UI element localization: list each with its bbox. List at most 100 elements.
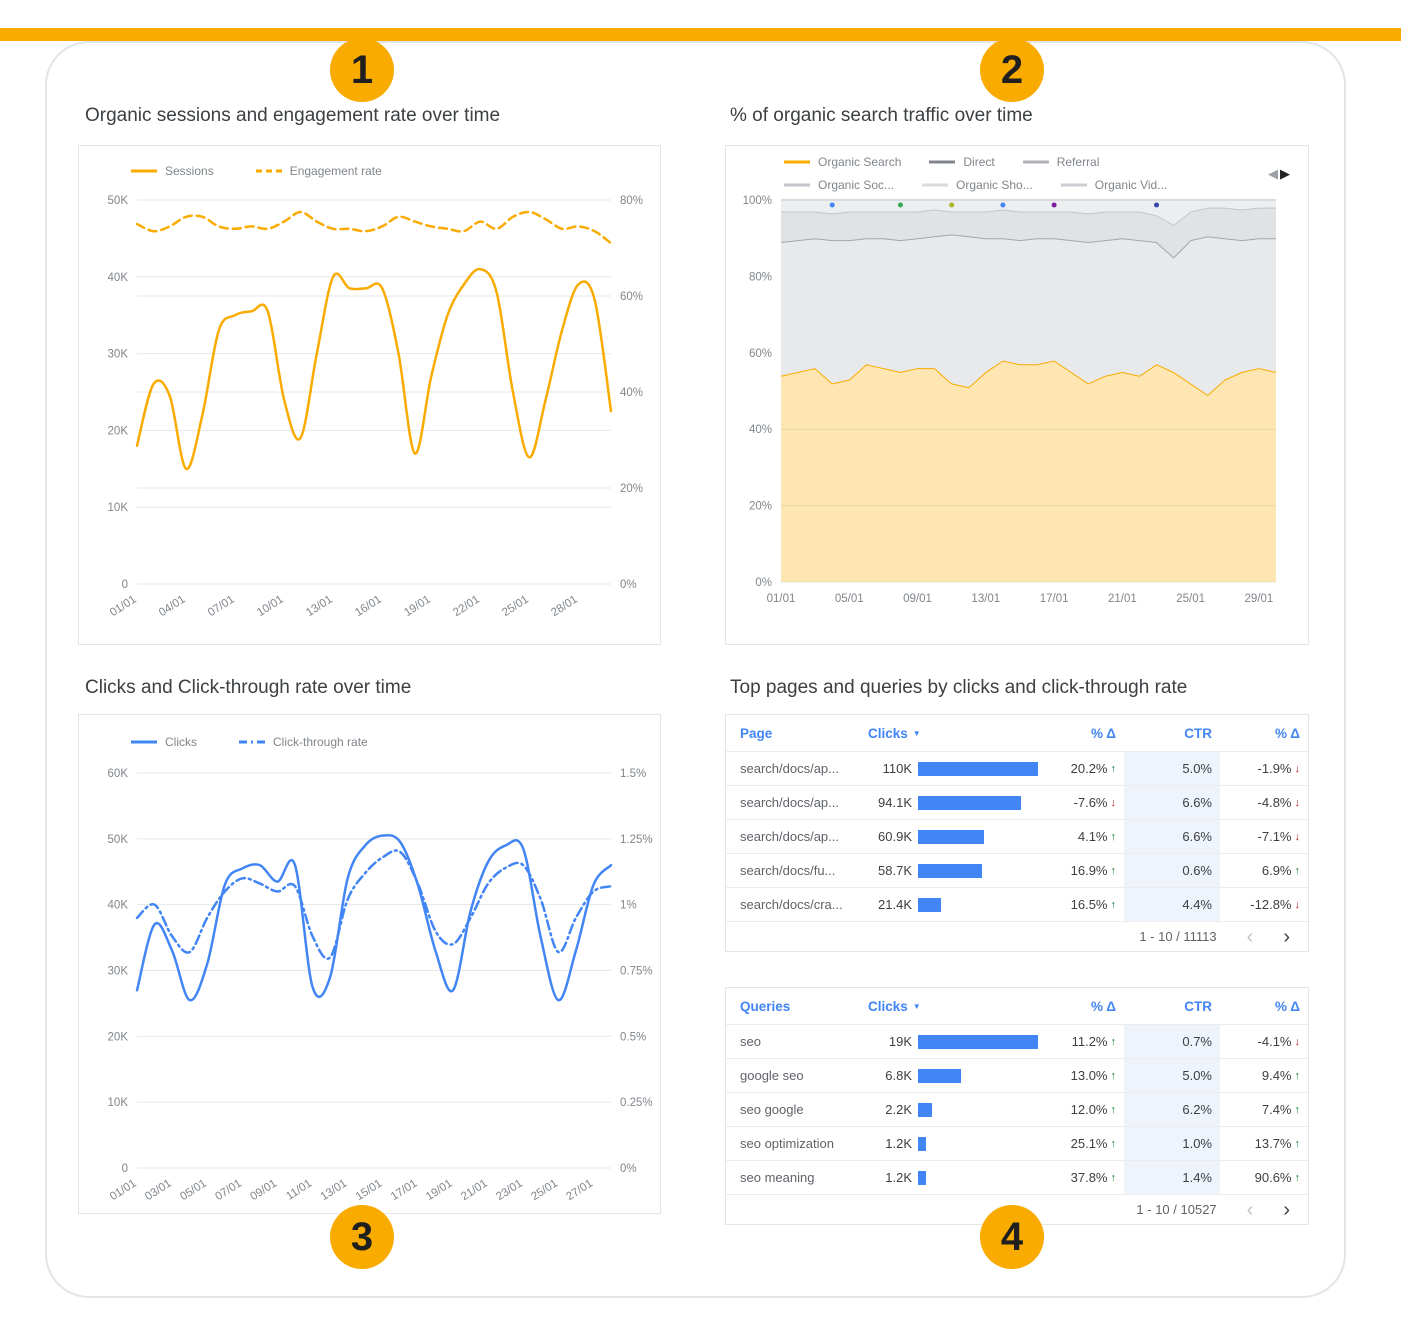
arrow-up-icon: ↑ [1110, 1103, 1117, 1116]
arrow-up-icon: ↑ [1110, 1171, 1117, 1184]
svg-text:25/01: 25/01 [1176, 593, 1205, 605]
clicks-bar-cell [916, 820, 1048, 853]
svg-text:50K: 50K [108, 834, 129, 846]
legend-item-organic-soc[interactable]: Organic Soc... [784, 178, 894, 192]
legend-item-organic-sho[interactable]: Organic Sho... [922, 178, 1033, 192]
ctr-column-header[interactable]: CTR [1184, 725, 1212, 741]
legend-label: Clicks [165, 735, 197, 749]
pagination-label: 1 - 10 / 10527 [1136, 1202, 1217, 1217]
ctr-column-header[interactable]: CTR [1184, 998, 1212, 1014]
pagination-prev-icon[interactable]: ‹ [1246, 1198, 1254, 1221]
table-row: search/docs/ap... 60.9K 4.1% ↑ 6.6% -7.1% ↓ [726, 819, 1308, 853]
legend-item-clicks[interactable]: Clicks [131, 735, 197, 749]
pagination-prev-icon[interactable]: ‹ [1246, 925, 1254, 948]
legend-next-icon[interactable]: ▶ [1280, 166, 1292, 181]
legend-item-direct[interactable]: Direct [929, 155, 995, 169]
ctr-cell: 1.0% [1124, 1127, 1220, 1160]
pagination-next-icon[interactable]: › [1283, 925, 1290, 948]
page-column-header[interactable]: Page [740, 725, 773, 741]
svg-text:10K: 10K [108, 502, 129, 514]
svg-text:13/01: 13/01 [971, 593, 1000, 605]
row-clicks-delta: 25.1% ↑ [1048, 1136, 1124, 1151]
clicks-bar [918, 1034, 1038, 1049]
pagination-next-icon[interactable]: › [1283, 1198, 1290, 1221]
legend-item-engagement-rate[interactable]: Engagement rate [255, 164, 382, 178]
clicks-column-header[interactable]: Clicks ▼ [866, 999, 1048, 1014]
traffic-chart-title: % of organic search traffic over time [730, 105, 1033, 126]
annotation-badge-4: 4 [980, 1205, 1044, 1269]
query-column-header[interactable]: Queries [740, 998, 791, 1014]
ctr-cell: 5.0% [1124, 1059, 1220, 1092]
legend-item-organic-vid[interactable]: Organic Vid... [1060, 178, 1168, 192]
clicks-delta-column-header[interactable]: % Δ [1091, 998, 1116, 1014]
traffic-legend-row-2: Organic Soc... Organic Sho... Organic Vid.… [784, 178, 1167, 192]
row-clicks-delta: 37.8% ↑ [1048, 1170, 1124, 1185]
svg-text:80%: 80% [749, 271, 772, 283]
tables-panel-title: Top pages and queries by clicks and clic… [730, 677, 1188, 698]
arrow-down-icon: ↓ [1294, 762, 1301, 775]
legend-item-referral[interactable]: Referral [1022, 155, 1099, 169]
traffic-chart[interactable]: Organic Search Direct Referral Organic Soc… [725, 145, 1309, 645]
ctr-delta-value: -7.1% [1257, 829, 1292, 844]
arrow-down-icon: ↓ [1294, 898, 1301, 911]
svg-text:27/01: 27/01 [564, 1177, 595, 1203]
ctr-delta-column-header[interactable]: % Δ [1275, 998, 1300, 1014]
clicks-bar [918, 897, 942, 912]
clicks-bar [918, 863, 982, 878]
pagination-label: 1 - 10 / 11113 [1139, 929, 1217, 944]
svg-text:13/01: 13/01 [304, 593, 335, 619]
table-row: search/docs/ap... 110K 20.2% ↑ 5.0% -1.9% ↓ [726, 751, 1308, 785]
arrow-up-icon: ↑ [1110, 1069, 1117, 1082]
engagement-rate-swatch-icon [255, 168, 282, 174]
arrow-down-icon: ↓ [1110, 796, 1117, 809]
svg-text:0: 0 [122, 1163, 128, 1175]
clicks-chart-canvas: 0 10K 20K 30K 40K 50K 60K 0% 0.25% 0.5% 0.75% 1% 1.2… [108, 768, 653, 1203]
arrow-down-icon: ↓ [1294, 1035, 1301, 1048]
arrow-up-icon: ↑ [1294, 864, 1301, 877]
ctr-cell: 6.2% [1124, 1093, 1220, 1126]
legend-item-click-through-rate[interactable]: Click-through rate [239, 735, 368, 749]
legend-label: Organic Search [818, 155, 902, 169]
row-ctr-delta: -1.9% ↓ [1220, 761, 1308, 776]
sessions-chart[interactable]: Sessions Engagement rate 0 10K 20K 30K 40K 50K… [78, 145, 661, 645]
organic-vid-swatch-icon [1060, 182, 1087, 188]
query-name-cell: seo [740, 1034, 761, 1049]
svg-text:01/01: 01/01 [767, 593, 796, 605]
row-clicks-delta: 12.0% ↑ [1048, 1102, 1124, 1117]
svg-text:21/01: 21/01 [1108, 593, 1137, 605]
clicks-column-header[interactable]: Clicks ▼ [866, 726, 1048, 741]
clicks-chart[interactable]: Clicks Click-through rate 0 10K 20K 30K 40K 50… [78, 714, 661, 1214]
clicks-bar-cell [916, 786, 1048, 819]
arrow-up-icon: ↑ [1294, 1137, 1301, 1150]
svg-text:17/01: 17/01 [1040, 593, 1069, 605]
arrow-up-icon: ↑ [1110, 898, 1117, 911]
ctr-delta-value: -4.1% [1257, 1034, 1292, 1049]
clicks-bar-cell [916, 1093, 1048, 1126]
svg-text:30K: 30K [108, 966, 129, 978]
row-clicks-delta: 4.1% ↑ [1048, 829, 1124, 844]
ctr-cell: 5.0% [1124, 752, 1220, 785]
row-ctr-delta: -7.1% ↓ [1220, 829, 1308, 844]
row-ctr-delta: 9.4% ↑ [1220, 1068, 1308, 1083]
legend-item-sessions[interactable]: Sessions [131, 164, 214, 178]
arrow-up-icon: ↑ [1294, 1069, 1301, 1082]
svg-text:80%: 80% [620, 195, 643, 207]
sort-descending-icon: ▼ [912, 728, 921, 738]
ctr-delta-column-header[interactable]: % Δ [1275, 725, 1300, 741]
legend-item-organic-search[interactable]: Organic Search [784, 155, 901, 169]
svg-text:10K: 10K [108, 1097, 129, 1109]
legend-label: Click-through rate [273, 735, 368, 749]
svg-text:0%: 0% [620, 579, 637, 591]
clicks-delta-column-header[interactable]: % Δ [1091, 725, 1116, 741]
clicks-swatch-icon [131, 739, 157, 745]
svg-text:25/01: 25/01 [500, 593, 531, 619]
legend-label: Organic Vid... [1094, 178, 1168, 192]
direct-swatch-icon [929, 159, 956, 165]
table-pagination: 1 - 10 / 10527 ‹ › [726, 1194, 1308, 1224]
svg-text:20%: 20% [620, 483, 643, 495]
clicks-value-cell: 6.8K [885, 1068, 912, 1083]
legend-prev-icon[interactable]: ◀ [1268, 166, 1280, 181]
svg-text:50K: 50K [108, 195, 129, 207]
clicks-value-cell: 19K [888, 1034, 912, 1049]
